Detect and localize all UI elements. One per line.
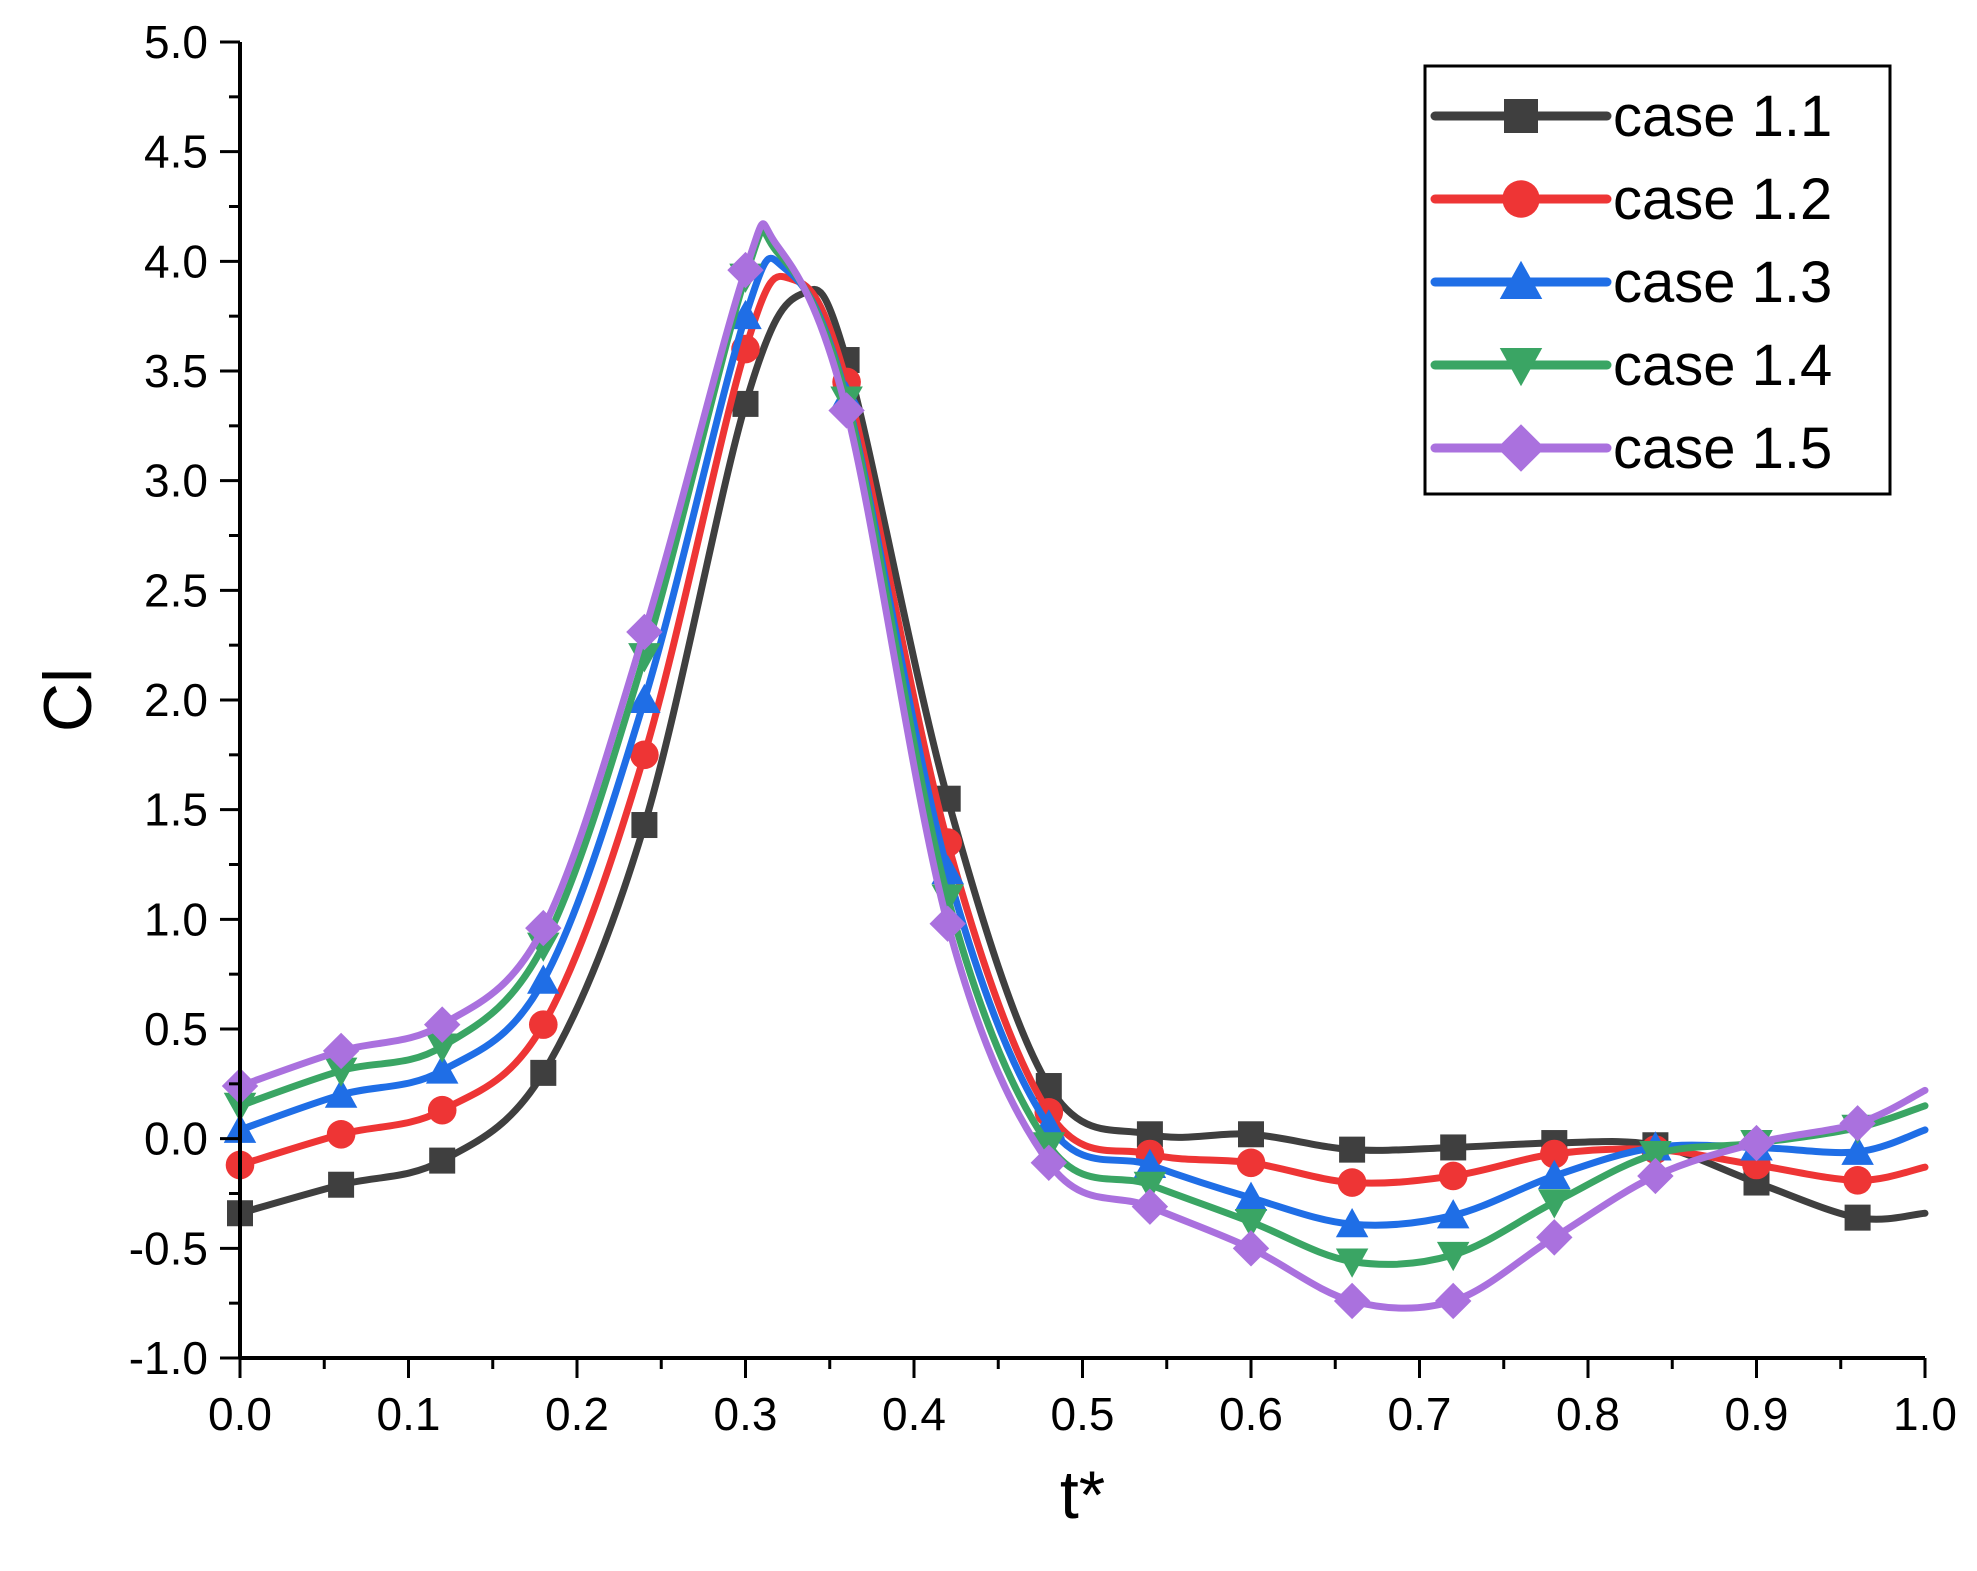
- y-ticks: -1.0 -0.5 0.0 0.5 1.0 1.5 2.0 2.5 3.0 3.5 4.0 4.5 5.…: [129, 16, 240, 1384]
- data-point-2: [1438, 1161, 1468, 1191]
- x-axis-title: t*: [1060, 1457, 1105, 1533]
- x-tick-label: 0.4: [882, 1388, 946, 1440]
- legend-label: case 1.3: [1613, 250, 1832, 315]
- y-tick-label: 1.0: [144, 893, 208, 945]
- data-point-4: [1639, 1141, 1672, 1171]
- series-layer: [221, 220, 1929, 1320]
- y-tick-label: 0.0: [144, 1113, 208, 1165]
- data-point-4: [425, 1033, 459, 1063]
- x-tick-label: 0.8: [1556, 1388, 1620, 1440]
- x-tick-label: 0.2: [545, 1388, 609, 1440]
- x-tick-label: 0.3: [714, 1388, 778, 1440]
- data-point-5: [1333, 1282, 1371, 1320]
- y-tick-label: 1.5: [144, 784, 208, 836]
- data-point-3: [729, 299, 762, 330]
- data-point-3: [1335, 1207, 1369, 1238]
- data-point-2: [1337, 1168, 1367, 1197]
- data-point-1: [429, 1147, 456, 1174]
- y-tick-label: 3.0: [144, 455, 208, 507]
- x-tick-label: 0.1: [377, 1388, 441, 1440]
- legend-marker: [1499, 348, 1543, 387]
- legend: case 1.1 case 1.2 case 1.3 case 1.4 case 1.5: [1423, 64, 1892, 496]
- data-point-5: [1839, 1105, 1876, 1142]
- data-point-4: [324, 1057, 358, 1087]
- y-tick-label: 0.5: [144, 1003, 208, 1055]
- data-point-1: [631, 812, 658, 839]
- data-point-1: [1440, 1134, 1467, 1161]
- data-point-4: [1436, 1241, 1470, 1272]
- data-point-3: [527, 964, 560, 994]
- data-point-4: [1133, 1171, 1167, 1201]
- data-point-1: [732, 390, 759, 417]
- y-tick-label: -1.0: [129, 1332, 208, 1384]
- data-point-1: [328, 1171, 355, 1198]
- data-point-2: [630, 740, 659, 770]
- data-point-3: [1538, 1159, 1571, 1189]
- legend-label: case 1.5: [1613, 416, 1832, 481]
- data-point-1: [1844, 1204, 1871, 1231]
- x-tick-label: 0.5: [1051, 1388, 1115, 1440]
- legend-marker: [1502, 180, 1540, 218]
- x-tick-label: 0.0: [208, 1388, 272, 1440]
- data-point-5: [1131, 1188, 1169, 1225]
- data-point-5: [1738, 1124, 1775, 1162]
- data-point-2: [427, 1095, 457, 1125]
- data-point-3: [425, 1054, 459, 1084]
- data-point-5: [1637, 1157, 1674, 1195]
- legend-marker: [1499, 260, 1543, 299]
- legend-marker: [1497, 424, 1545, 472]
- axes: 0.0 0.1 0.2 0.3 0.4 0.5 0.6 0.7 0.8 0.9 1.0 -1.0 -0…: [129, 16, 1957, 1440]
- data-point-5: [322, 1032, 360, 1070]
- y-tick-label: 2.5: [144, 564, 208, 616]
- y-axis-title: Cl: [30, 668, 106, 732]
- data-point-3: [1841, 1135, 1874, 1165]
- x-ticks: 0.0 0.1 0.2 0.3 0.4 0.5 0.6 0.7 0.8 0.9 1.0: [208, 1358, 1957, 1440]
- data-point-2: [1540, 1139, 1569, 1169]
- data-point-3: [628, 683, 661, 713]
- x-tick-label: 0.6: [1219, 1388, 1283, 1440]
- data-point-4: [1538, 1189, 1571, 1219]
- data-point-5: [1435, 1282, 1472, 1320]
- x-tick-label: 1.0: [1893, 1388, 1957, 1440]
- data-point-2: [326, 1119, 356, 1149]
- data-point-2: [1843, 1166, 1872, 1195]
- y-tick-label: 5.0: [144, 16, 208, 68]
- data-point-3: [1436, 1199, 1470, 1229]
- legend-label: case 1.1: [1613, 84, 1832, 149]
- data-point-1: [1339, 1136, 1366, 1163]
- data-point-5: [1030, 1144, 1067, 1181]
- data-point-5: [727, 251, 764, 289]
- data-point-5: [929, 905, 966, 942]
- data-point-4: [1335, 1248, 1369, 1278]
- y-tick-label: 2.0: [144, 674, 208, 726]
- data-point-3: [1234, 1181, 1268, 1211]
- y-tick-label: 3.5: [144, 345, 208, 397]
- x-tick-label: 0.9: [1725, 1388, 1789, 1440]
- data-point-5: [626, 613, 663, 651]
- data-point-3: [324, 1078, 358, 1108]
- data-point-5: [525, 909, 562, 947]
- legend-marker: [1504, 99, 1538, 133]
- data-point-4: [1234, 1209, 1268, 1239]
- y-tick-label: 4.0: [144, 235, 208, 287]
- data-point-2: [1236, 1148, 1266, 1178]
- data-point-1: [530, 1059, 557, 1086]
- x-tick-label: 0.7: [1388, 1388, 1452, 1440]
- data-point-3: [1133, 1148, 1167, 1178]
- data-point-5: [424, 1006, 461, 1043]
- data-point-2: [529, 1010, 558, 1039]
- y-tick-label: 4.5: [144, 126, 208, 178]
- legend-label: case 1.4: [1613, 333, 1832, 398]
- legend-label: case 1.2: [1613, 167, 1832, 232]
- data-point-5: [828, 392, 865, 429]
- data-point-5: [1232, 1230, 1270, 1267]
- y-tick-label: -0.5: [129, 1222, 208, 1274]
- data-point-1: [1238, 1121, 1264, 1148]
- data-point-5: [1536, 1219, 1573, 1256]
